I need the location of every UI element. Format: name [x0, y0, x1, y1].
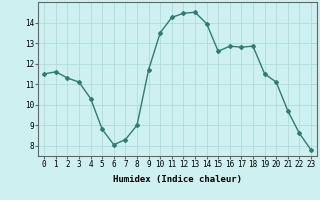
- X-axis label: Humidex (Indice chaleur): Humidex (Indice chaleur): [113, 175, 242, 184]
